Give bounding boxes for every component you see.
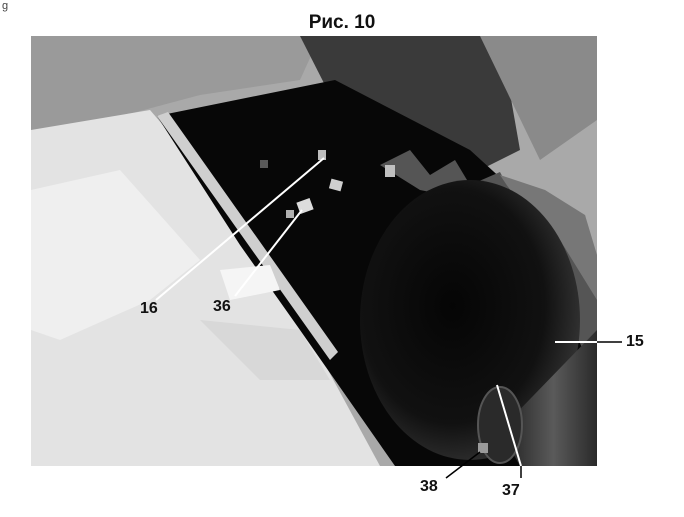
bolt-36 — [296, 197, 314, 215]
callout-36: 36 — [213, 298, 231, 315]
leader-lines-white — [155, 157, 597, 467]
shear-bolt — [478, 443, 488, 453]
housing-edge — [157, 112, 338, 360]
auger-cone — [500, 330, 597, 466]
bolt-16 — [318, 150, 326, 160]
callout-16: 16 — [140, 300, 158, 317]
page-edge-mark: g — [2, 0, 9, 12]
housing-flap — [300, 36, 520, 175]
photo-content — [31, 36, 597, 466]
callout-38: 38 — [420, 478, 438, 495]
callout-15: 15 — [626, 333, 644, 350]
auger-drum — [360, 180, 580, 460]
callout-37: 37 — [502, 482, 520, 499]
leader-lines-black — [445, 341, 622, 479]
flange-disc — [477, 386, 523, 464]
figure-title: Рис. 10 — [308, 12, 376, 33]
